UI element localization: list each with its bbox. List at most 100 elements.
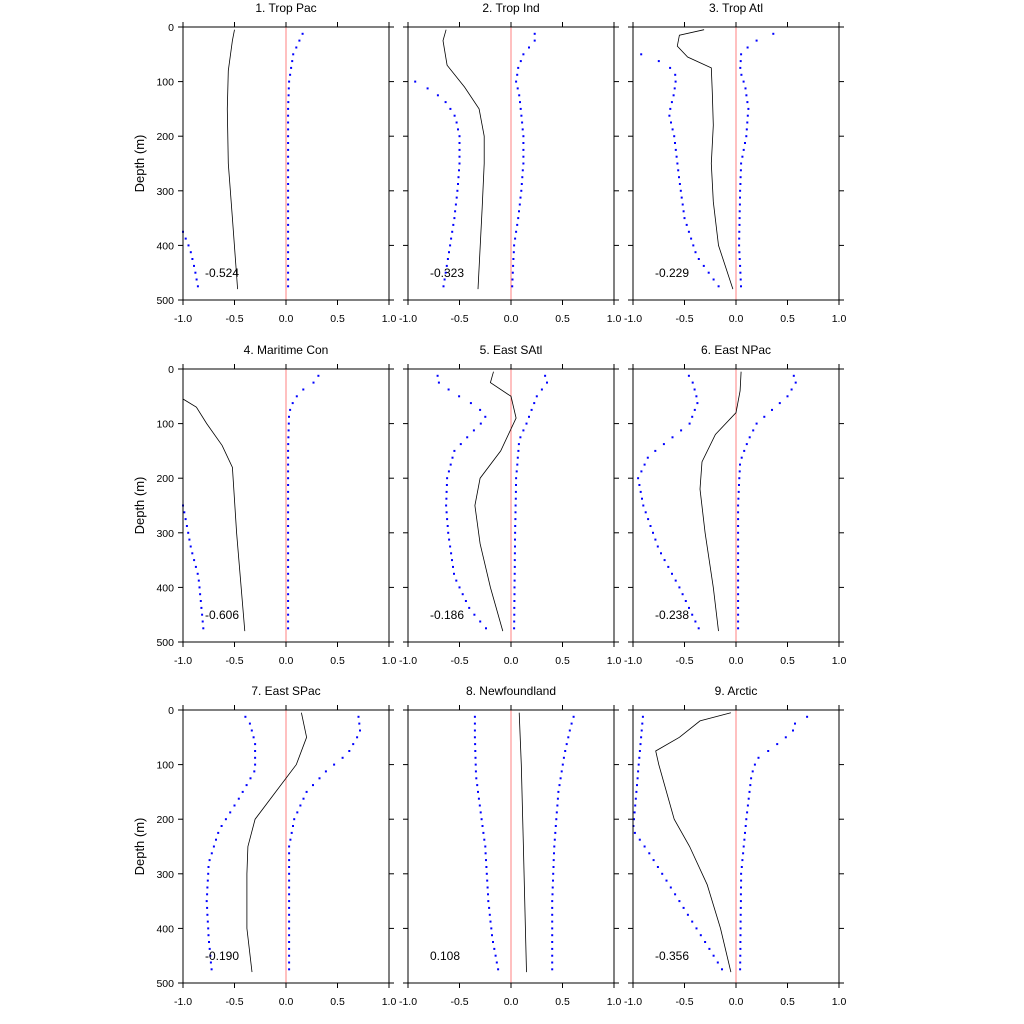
lower-bound-point (458, 586, 461, 589)
upper-bound-point (288, 913, 291, 916)
upper-bound-point (517, 66, 520, 69)
upper-bound-point (551, 941, 554, 943)
upper-bound-point (552, 872, 555, 875)
upper-bound-point (737, 490, 740, 493)
lower-bound-point (187, 531, 190, 534)
lower-bound-point (477, 790, 479, 793)
lower-bound-point (677, 169, 680, 172)
upper-bound-point (287, 531, 290, 534)
upper-bound-point (533, 402, 536, 405)
lower-bound-point (479, 422, 482, 425)
y-tick-label: 0 (168, 364, 174, 376)
upper-bound-point (287, 196, 290, 199)
upper-bound-point (560, 770, 563, 773)
lower-bound-point (193, 559, 196, 562)
lower-bound-point (484, 852, 487, 855)
lower-bound-point (637, 477, 640, 480)
lower-bound-point (189, 545, 192, 548)
upper-bound-point (512, 264, 515, 267)
lower-bound-point (681, 203, 684, 206)
lower-bound-point (208, 941, 210, 943)
lower-bound-point (457, 176, 460, 179)
panel-5: -1.0 -0.5 0.0 0.5 1.0 5. East SAtl -0.186 (399, 343, 621, 667)
lower-bound-point (678, 586, 681, 589)
upper-bound-point (551, 920, 554, 923)
upper-bound-point (287, 579, 290, 582)
lower-bound-point (444, 101, 447, 104)
upper-bound-point (553, 838, 556, 841)
panel-1: -1.0 -0.5 0.0 0.5 1.0 0 100 200 300 400 500 1. Trop… (132, 1, 396, 325)
lower-bound-point (485, 866, 488, 868)
lower-bound-point (676, 162, 679, 165)
upper-bound-point (750, 777, 753, 780)
lower-bound-point (464, 600, 467, 602)
upper-bound-point (287, 114, 290, 117)
upper-bound-point (540, 388, 543, 391)
mean-profile-line (442, 29, 485, 290)
lower-bound-point (254, 756, 257, 759)
upper-bound-point (290, 66, 293, 69)
lower-bound-point (691, 415, 694, 418)
upper-bound-point (745, 443, 748, 446)
lower-bound-point (675, 155, 678, 158)
stat-value: -0.190 (205, 949, 239, 963)
upper-bound-point (312, 381, 315, 384)
x-tick-label: 1.0 (607, 655, 622, 667)
lower-bound-point (473, 729, 476, 732)
lower-bound-point (668, 114, 671, 117)
upper-bound-point (745, 128, 748, 131)
upper-bound-point (771, 408, 773, 411)
upper-bound-point (513, 613, 516, 616)
lower-bound-point (707, 271, 710, 274)
upper-bound-point (746, 101, 749, 104)
lower-bound-point (210, 852, 213, 855)
upper-bound-point (737, 518, 740, 521)
lower-bound-point (634, 797, 637, 800)
upper-bound-point (521, 121, 524, 124)
upper-bound-point (792, 374, 795, 377)
lower-bound-point (224, 818, 227, 821)
upper-bound-point (790, 388, 793, 391)
lower-bound-point (254, 743, 257, 746)
upper-bound-point (518, 203, 521, 206)
upper-bound-point (739, 183, 742, 185)
upper-bound-point (737, 559, 740, 562)
upper-bound-series (738, 32, 775, 288)
lower-bound-point (667, 565, 670, 568)
upper-bound-point (521, 169, 524, 172)
upper-bound-point (753, 763, 756, 766)
upper-bound-point (520, 183, 523, 185)
x-tick-label: -0.5 (675, 655, 693, 667)
upper-bound-point (562, 756, 565, 759)
upper-bound-point (287, 223, 290, 226)
upper-bound-point (746, 811, 749, 814)
lower-bound-point (453, 572, 455, 575)
upper-bound-point (738, 230, 741, 233)
upper-bound-point (288, 906, 291, 909)
lower-bound-point (678, 176, 680, 179)
upper-bound-point (739, 196, 741, 199)
upper-bound-point (295, 46, 298, 49)
upper-bound-point (568, 729, 571, 732)
upper-bound-point (553, 852, 555, 855)
lower-bound-point (217, 831, 220, 834)
upper-bound-point (288, 852, 291, 855)
upper-bound-point (551, 906, 554, 909)
lower-bound-point (446, 525, 449, 527)
stat-value: -0.524 (205, 266, 239, 280)
upper-bound-point (747, 797, 750, 800)
upper-bound-series (511, 32, 536, 288)
y-tick-label: 0 (168, 22, 174, 34)
lower-bound-point (458, 148, 461, 151)
lower-bound-point (497, 968, 500, 971)
upper-bound-point (739, 893, 742, 896)
x-tick-label: -0.5 (225, 655, 243, 667)
lower-bound-point (474, 750, 477, 752)
lower-bound-point (671, 128, 674, 131)
upper-bound-point (287, 572, 290, 575)
lower-bound-point (458, 169, 460, 172)
lower-bound-point (451, 456, 454, 459)
lower-bound-point (494, 954, 497, 957)
upper-bound-point (737, 545, 740, 548)
upper-bound-point (287, 518, 290, 521)
